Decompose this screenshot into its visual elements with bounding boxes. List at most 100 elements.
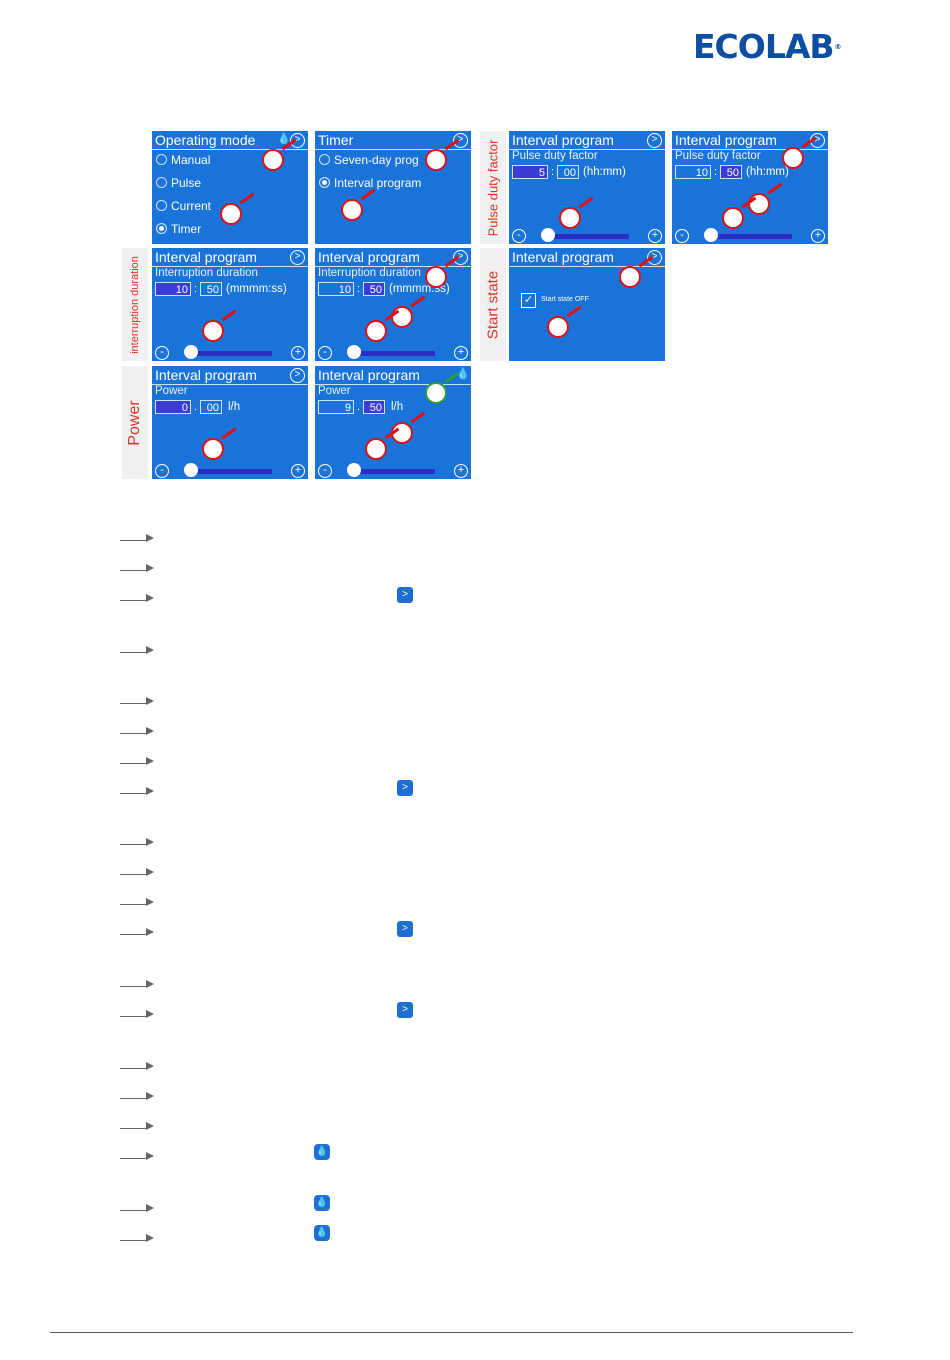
value-slider[interactable]: - + — [509, 226, 665, 244]
screen-subtitle: Power — [155, 385, 188, 397]
screen-title: Interval program — [509, 248, 665, 267]
screen-title: Interval program — [509, 131, 665, 150]
minus-icon[interactable]: - — [318, 346, 332, 360]
radio-pulse[interactable]: Pulse — [156, 176, 201, 190]
next-arrow-icon[interactable]: > — [290, 368, 305, 383]
radio-manual[interactable]: Manual — [156, 153, 210, 167]
next-arrow-icon: > — [397, 587, 413, 603]
drop-icon: 💧 — [314, 1195, 330, 1211]
radio-current[interactable]: Current — [156, 199, 211, 213]
plus-icon[interactable]: + — [648, 229, 662, 243]
finger-tap-icon — [782, 147, 804, 169]
value-slider[interactable]: - + — [315, 343, 471, 361]
power-screen-1: Interval program > Power 0 . 00 l/h - + — [152, 366, 308, 479]
plus-icon[interactable]: + — [291, 346, 305, 360]
unit-label: (mmmm:ss) — [226, 283, 287, 295]
step-arrow-icon — [120, 864, 156, 876]
slider-knob[interactable] — [541, 228, 555, 242]
screen-figure: Operating mode 💧 > Manual Pulse Current … — [122, 131, 832, 479]
separator: : — [551, 166, 555, 178]
drop-icon[interactable]: 💧 — [277, 133, 291, 145]
value-slider[interactable]: - + — [315, 461, 471, 479]
next-arrow-icon: > — [397, 780, 413, 796]
plus-icon[interactable]: + — [291, 464, 305, 478]
value-field-2[interactable]: 50 — [200, 282, 222, 296]
finger-tap-icon — [425, 149, 447, 171]
step-arrow-icon — [120, 1088, 156, 1100]
finger-tap-icon — [365, 320, 387, 342]
side-label: Start state — [480, 248, 506, 361]
value-field-2[interactable]: 50 — [363, 282, 385, 296]
value-field-2[interactable]: 50 — [363, 400, 385, 414]
step-arrow-icon — [120, 1118, 156, 1130]
plus-icon[interactable]: + — [811, 229, 825, 243]
value-slider[interactable]: - + — [152, 343, 308, 361]
side-label: Power — [122, 366, 148, 479]
drop-icon: 💧 — [314, 1225, 330, 1241]
drop-icon[interactable]: 💧 — [456, 368, 470, 380]
step-arrow-icon — [120, 530, 156, 542]
step-arrow-icon — [120, 894, 156, 906]
screen-title: Interval program — [315, 248, 471, 267]
minus-icon[interactable]: - — [675, 229, 689, 243]
step-arrow-icon — [120, 924, 156, 936]
drop-icon: 💧 — [314, 1144, 330, 1160]
radio-interval-program[interactable]: Interval program — [319, 176, 421, 190]
plus-icon[interactable]: + — [454, 346, 468, 360]
slider-knob[interactable] — [347, 463, 361, 477]
radio-seven-day[interactable]: Seven-day prog — [319, 153, 419, 167]
unit-label: (hh:mm) — [583, 166, 626, 178]
screen-title: Interval program — [152, 248, 308, 267]
value-field-1[interactable]: 9 — [318, 400, 354, 414]
step-arrow-icon — [120, 976, 156, 988]
step-arrow-icon — [120, 1006, 156, 1018]
screen-title: Interval program — [315, 366, 471, 385]
side-label: interruption duration — [122, 248, 148, 361]
value-field-1[interactable]: 5 — [512, 165, 548, 179]
screen-title: Interval program — [672, 131, 828, 150]
step-arrow-icon — [120, 693, 156, 705]
next-arrow-icon[interactable]: > — [647, 133, 662, 148]
slider-knob[interactable] — [184, 345, 198, 359]
start-state-screen: Interval program > ✓ Start state OFF — [509, 248, 665, 361]
value-field-1[interactable]: 10 — [155, 282, 191, 296]
minus-icon[interactable]: - — [155, 346, 169, 360]
finger-tap-icon — [202, 438, 224, 460]
slider-knob[interactable] — [704, 228, 718, 242]
operating-mode-screen: Operating mode 💧 > Manual Pulse Current … — [152, 131, 308, 244]
plus-icon[interactable]: + — [454, 464, 468, 478]
minus-icon[interactable]: - — [318, 464, 332, 478]
minus-icon[interactable]: - — [512, 229, 526, 243]
finger-tap-icon — [547, 316, 569, 338]
radio-timer[interactable]: Timer — [156, 222, 201, 236]
separator: : — [194, 283, 198, 295]
screen-subtitle: Power — [318, 385, 351, 397]
slider-knob[interactable] — [347, 345, 361, 359]
value-field-2[interactable]: 00 — [557, 165, 579, 179]
value-field-2[interactable]: 50 — [720, 165, 742, 179]
slider-knob[interactable] — [184, 463, 198, 477]
side-label: Pulse duty factor — [480, 131, 506, 244]
screen-subtitle: Interruption duration — [155, 267, 258, 279]
separator: : — [714, 166, 718, 178]
minus-icon[interactable]: - — [155, 464, 169, 478]
separator: . — [357, 401, 361, 413]
start-state-checkbox[interactable]: ✓ — [521, 293, 536, 308]
step-arrow-icon — [120, 783, 156, 795]
finger-tap-icon — [341, 199, 363, 221]
value-field-1[interactable]: 10 — [318, 282, 354, 296]
finger-tap-icon — [722, 207, 744, 229]
finger-tap-icon — [262, 149, 284, 171]
value-field-1[interactable]: 10 — [675, 165, 711, 179]
value-field-2[interactable]: 00 — [200, 400, 222, 414]
finger-tap-icon — [220, 203, 242, 225]
next-arrow-icon[interactable]: > — [290, 250, 305, 265]
value-field-1[interactable]: 0 — [155, 400, 191, 414]
checkbox-label: Start state OFF — [541, 296, 589, 303]
value-slider[interactable]: - + — [672, 226, 828, 244]
finger-tap-icon — [365, 438, 387, 460]
interruption-screen-1: Interval program > Interruption duration… — [152, 248, 308, 361]
value-slider[interactable]: - + — [152, 461, 308, 479]
separator: . — [194, 401, 198, 413]
finger-tap-icon — [619, 266, 641, 288]
